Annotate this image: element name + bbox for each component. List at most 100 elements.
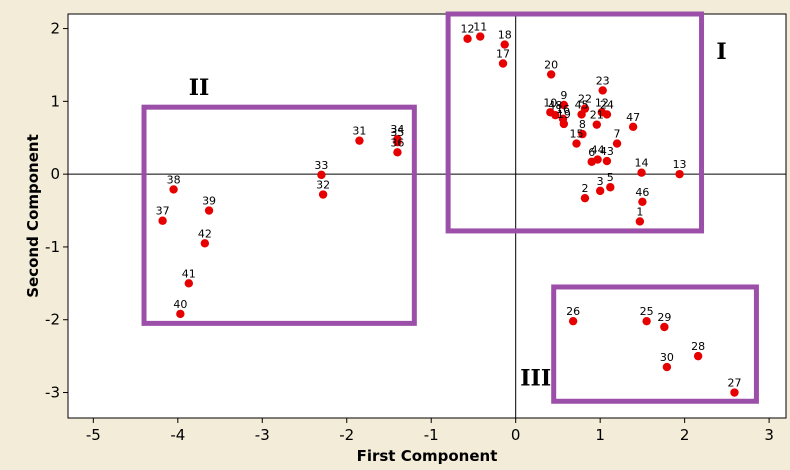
- data-point: [169, 185, 178, 194]
- data-point-label: 29: [657, 311, 671, 324]
- x-tick-label: -1: [424, 426, 439, 444]
- data-point: [660, 322, 669, 332]
- y-axis-ticks: -3 -2 -1 0 1 2: [45, 20, 68, 402]
- data-point-label: 33: [314, 159, 328, 172]
- data-point-label: 26: [566, 305, 580, 318]
- data-point: [200, 239, 210, 248]
- data-point: [317, 170, 326, 180]
- y-tick-label: -2: [45, 311, 60, 329]
- data-point-label: 20: [544, 58, 558, 71]
- data-point-label: 5: [607, 171, 614, 184]
- data-point: [393, 137, 402, 147]
- data-point: [500, 40, 509, 49]
- x-tick-label: 2: [680, 426, 690, 444]
- x-tick-label: -3: [255, 426, 270, 444]
- data-point: [476, 32, 485, 41]
- region-label-i: I: [716, 39, 726, 65]
- data-point: [592, 120, 601, 129]
- x-tick-label: -5: [86, 426, 101, 444]
- data-point-label: 2: [581, 182, 588, 195]
- data-point-label: 42: [198, 227, 212, 240]
- data-point: [635, 217, 645, 226]
- data-point-label: 44: [591, 144, 605, 157]
- region-box-ii: [141, 104, 417, 326]
- x-tick-label: -4: [170, 426, 185, 444]
- data-point-label: 22: [578, 93, 592, 106]
- data-point: [580, 193, 590, 203]
- data-point-label: 25: [640, 305, 654, 318]
- data-point-label: 31: [352, 125, 366, 138]
- data-point-label: 10: [543, 96, 557, 109]
- data-point: [598, 86, 607, 95]
- data-point-label: 27: [727, 377, 741, 390]
- region-box-iii: [551, 284, 759, 404]
- data-point-label: 15: [570, 128, 584, 141]
- data-point: [559, 119, 569, 129]
- data-point-label: 39: [202, 195, 216, 208]
- data-point-label: 14: [635, 157, 649, 170]
- data-point: [593, 155, 602, 164]
- data-point-label: 13: [673, 158, 687, 171]
- data-point: [578, 129, 587, 139]
- data-point-label: 23: [596, 74, 610, 87]
- data-point: [612, 139, 622, 148]
- reference-lines: [68, 14, 786, 418]
- data-point-label: 28: [691, 340, 705, 353]
- data-point-label: 30: [660, 351, 674, 364]
- data-point: [577, 110, 586, 119]
- data-point-label: 3: [597, 175, 604, 188]
- data-point-label: 46: [635, 186, 649, 199]
- data-point: [606, 183, 615, 192]
- data-point-label: 16: [556, 103, 570, 116]
- x-tick-label: 3: [764, 426, 774, 444]
- region-label-iii: III: [520, 365, 551, 391]
- data-point: [355, 136, 364, 145]
- data-point-label: 38: [167, 173, 181, 186]
- y-tick-label: -3: [45, 384, 60, 402]
- data-point: [637, 168, 646, 177]
- data-point-label: 9: [560, 89, 567, 102]
- data-point: [498, 59, 508, 68]
- data-point: [551, 110, 560, 120]
- x-tick-label: -2: [339, 426, 354, 444]
- data-point: [638, 197, 647, 207]
- data-point-label: 45: [575, 98, 589, 111]
- data-point-label: 21: [590, 109, 604, 122]
- data-point-label: 1: [636, 205, 643, 218]
- data-point: [572, 139, 581, 148]
- data-point-label: 40: [173, 298, 187, 311]
- data-point-label: 18: [498, 29, 512, 42]
- data-point: [463, 34, 472, 43]
- data-point: [602, 110, 612, 119]
- data-point-label: 8: [579, 118, 586, 131]
- data-point: [204, 206, 214, 215]
- data-point-label: 6: [588, 146, 595, 159]
- data-point: [546, 70, 556, 79]
- y-axis-title: Second Component: [24, 134, 42, 298]
- data-point-label: 24: [600, 98, 614, 111]
- data-point: [730, 388, 739, 397]
- data-point-label: 32: [316, 179, 330, 192]
- data-point: [628, 122, 638, 132]
- data-point-label: 12: [461, 23, 475, 36]
- data-point-label: 7: [614, 128, 621, 141]
- x-tick-label: 1: [595, 426, 605, 444]
- data-point-label: 36: [390, 136, 404, 149]
- data-point-label: 12: [595, 96, 609, 109]
- data-point-label: 17: [496, 47, 510, 60]
- data-point-label: 43: [600, 145, 614, 158]
- plot-area: [67, 13, 787, 419]
- data-point-label: 34: [390, 123, 404, 136]
- data-point-label: 47: [626, 111, 640, 124]
- y-tick-label: 1: [50, 92, 60, 110]
- region-boxes: [141, 11, 759, 404]
- data-points: [158, 32, 739, 397]
- data-point: [158, 216, 167, 225]
- data-point: [642, 316, 651, 326]
- data-point: [318, 190, 328, 199]
- y-tick-label: -1: [45, 238, 60, 256]
- data-point: [568, 316, 578, 326]
